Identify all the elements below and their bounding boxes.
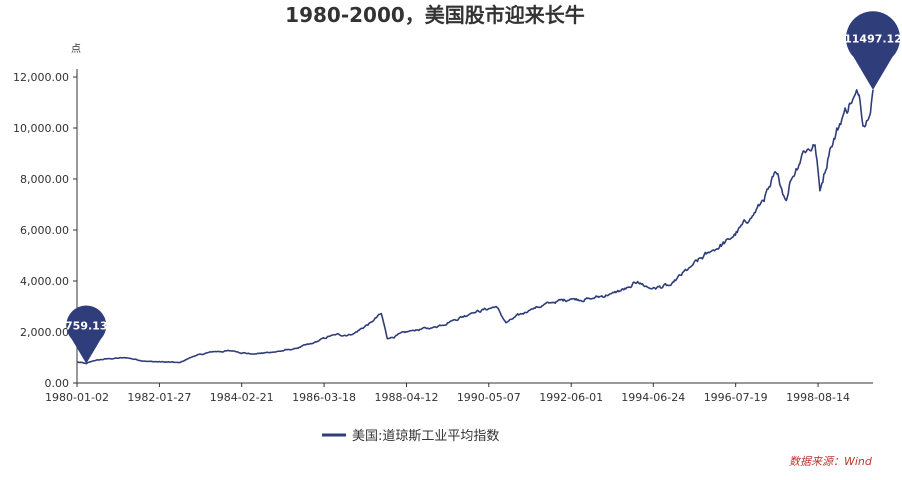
series-line xyxy=(76,89,874,365)
y-tick-label: 10,000.00 xyxy=(13,122,69,135)
marker-pin xyxy=(845,11,900,90)
x-axis: 1980-01-02 1982-01-27 1984-02-21 1986-03-18… xyxy=(45,382,873,404)
x-tick-label: 1982-01-27 xyxy=(127,391,191,404)
x-tick-label: 1994-06-24 xyxy=(621,391,685,404)
min-value-marker: 759.13 xyxy=(65,305,107,364)
x-tick-label: 1992-06-01 xyxy=(539,391,603,404)
markers: 759.13 11497.12 xyxy=(65,11,902,364)
y-tick-label: 4,000.00 xyxy=(20,275,69,288)
x-tick-label: 1998-08-14 xyxy=(786,391,850,404)
x-tick-label: 1980-01-02 xyxy=(45,391,109,404)
y-tick-label: 8,000.00 xyxy=(20,173,69,186)
x-tick-label: 1988-04-12 xyxy=(375,391,439,404)
data-source: 数据来源：Wind xyxy=(789,455,873,468)
x-tick-label: 1984-02-21 xyxy=(210,391,274,404)
x-tick-label: 1990-05-07 xyxy=(457,391,521,404)
y-tick-label: 12,000.00 xyxy=(13,71,69,84)
legend-label: 美国:道琼斯工业平均指数 xyxy=(352,429,499,444)
x-tick-label: 1996-07-19 xyxy=(704,391,768,404)
y-tick-label: 2,000.00 xyxy=(20,326,69,339)
marker-pin xyxy=(66,305,107,364)
legend[interactable]: 美国:道琼斯工业平均指数 xyxy=(322,429,499,444)
y-axis: 0.00 2,000.00 4,000.00 6,000.00 8,000.00 10,0… xyxy=(13,69,78,390)
series-group xyxy=(76,89,874,365)
y-tick-label: 6,000.00 xyxy=(20,224,69,237)
chart-title: 1980-2000，美国股市迎来长牛 xyxy=(285,3,585,27)
y-axis-unit: 点 xyxy=(71,43,81,55)
x-tick-label: 1986-03-18 xyxy=(292,391,356,404)
max-value-marker: 11497.12 xyxy=(844,11,902,90)
marker-label: 759.13 xyxy=(65,320,107,333)
y-tick-label: 0.00 xyxy=(45,377,70,390)
marker-label: 11497.12 xyxy=(844,33,902,46)
